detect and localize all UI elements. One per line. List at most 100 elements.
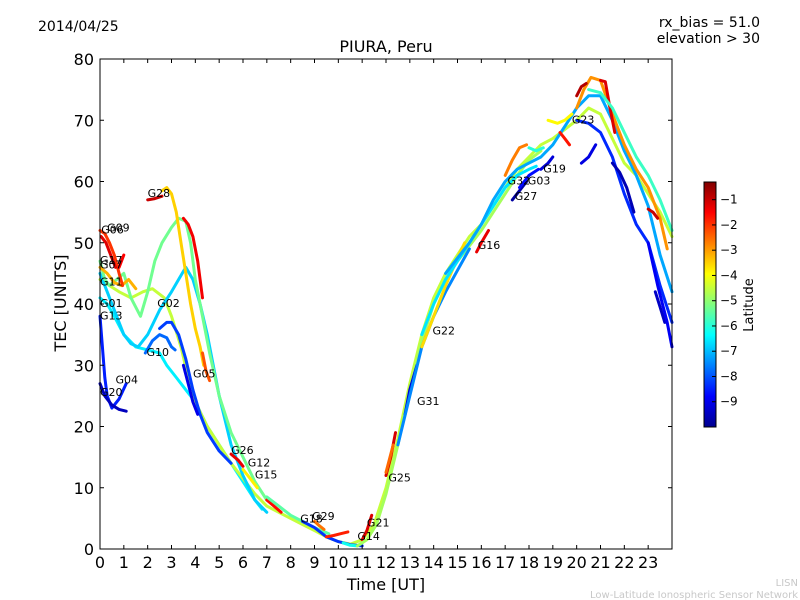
colorbar-tick-label: −5: [720, 294, 738, 308]
sat-label-g32: G32: [508, 175, 531, 188]
x-tick-label: 11: [352, 553, 372, 572]
colorbar-tick-label: −8: [720, 369, 738, 383]
sat-label-g05: G05: [193, 368, 216, 381]
colorbar-tick-label: −1: [720, 193, 738, 207]
sat-label-g23: G23: [572, 113, 595, 126]
footer-lisn: LISN: [776, 578, 798, 589]
sat-label-g15: G15: [255, 469, 278, 482]
series-line-28: [384, 443, 395, 474]
rx-bias-label: rx_bias = 51.0: [659, 15, 760, 31]
sat-label-g29: G29: [312, 510, 335, 523]
sat-label-g25: G25: [388, 472, 411, 485]
y-tick-label: 70: [74, 111, 94, 130]
colorbar-tick-label: −6: [720, 319, 738, 333]
series-line-49: [653, 290, 667, 324]
y-tick-label: 30: [74, 356, 94, 375]
sat-label-g17: G17: [100, 254, 123, 267]
sat-label-g28: G28: [148, 187, 171, 200]
series-line-0: [98, 296, 264, 511]
series-line-46: [599, 78, 617, 134]
colorbar-label: Latitude: [742, 278, 757, 332]
series-line-22: [313, 519, 326, 531]
series-line-45: [575, 82, 588, 98]
date-label: 2014/04/25: [38, 19, 119, 35]
colorbar-tick-label: −9: [720, 395, 738, 409]
sat-label-g12: G12: [248, 456, 271, 469]
y-tick-label: 80: [74, 50, 94, 69]
series-line-14: [143, 333, 177, 355]
sat-label-g04: G04: [115, 374, 138, 387]
x-tick-label: 4: [190, 553, 200, 572]
x-tick-label: 22: [614, 553, 634, 572]
colorbar-tick-label: −7: [720, 344, 738, 358]
x-tick-label: 0: [95, 553, 105, 572]
sat-label-g21: G21: [367, 516, 390, 529]
series-line-32: [475, 229, 490, 254]
x-tick-label: 17: [495, 553, 515, 572]
series-line-43: [575, 118, 674, 324]
sat-label-g01: G01: [100, 297, 123, 310]
x-tick-label: 9: [309, 553, 319, 572]
series-line-42: [579, 143, 598, 165]
y-axis-label: TEC [UNITS]: [51, 255, 70, 353]
series-line-23: [324, 530, 350, 539]
series-line-17: [229, 452, 245, 468]
series-line-13: [201, 351, 212, 383]
chart-title: PIURA, Peru: [339, 37, 432, 56]
series-line-15: [158, 320, 233, 465]
x-tick-label: 20: [566, 553, 586, 572]
x-tick-label: 15: [447, 553, 467, 572]
series-line-16: [181, 363, 200, 416]
x-tick-label: 8: [286, 553, 296, 572]
x-tick-label: 6: [238, 553, 248, 572]
x-axis: 0 1 2 3 4 5 6 7 8 9 10 11 12 13 14 15 16 17 18 19 20 21 22 23: [95, 59, 658, 572]
x-tick-label: 19: [543, 553, 563, 572]
series-line-38: [539, 155, 555, 171]
series-line-48: [610, 161, 636, 214]
x-tick-label: 5: [214, 553, 224, 572]
y-axis: 0 10 20 30 40 50 60 70 80: [74, 50, 672, 559]
sat-label-g07: G07: [100, 258, 123, 271]
series-line-47: [587, 88, 674, 232]
sat-label-g10: G10: [146, 346, 169, 359]
series-line-3: [98, 382, 128, 413]
sat-label-g09: G09: [107, 222, 130, 235]
series-line-36: [510, 180, 529, 202]
sat-label-g14: G14: [357, 530, 380, 543]
series-line-11: [160, 186, 206, 367]
series-line-35: [503, 143, 529, 177]
sat-label-g26: G26: [231, 444, 254, 457]
colorbar: −1 −2 −3 −4 −5 −6 −7 −8 −9 Latitude: [703, 181, 757, 428]
y-tick-label: 60: [74, 173, 94, 192]
series-line-9: [117, 253, 126, 269]
series-line-34: [444, 94, 674, 294]
series-line-19: [265, 498, 283, 514]
series-layer: [98, 75, 674, 548]
colorbar-tick-label: −4: [720, 268, 738, 282]
x-tick-label: 23: [638, 553, 658, 572]
footer-network: Low-Latitude Ionospheric Sensor Network: [590, 590, 798, 600]
colorbar-ticks: −1 −2 −3 −4 −5 −6 −7 −8 −9: [712, 193, 738, 409]
series-line-2: [98, 314, 128, 410]
series-line-37: [518, 167, 540, 190]
series-line-10: [146, 194, 164, 202]
sat-label-g06: G06: [101, 224, 124, 237]
series-line-12: [181, 216, 204, 300]
series-line-30: [396, 247, 471, 447]
x-tick-label: 7: [262, 553, 272, 572]
series-line-25: [360, 513, 374, 542]
elevation-label: elevation > 30: [657, 31, 760, 47]
sat-label-g18: G18: [300, 513, 323, 526]
series-line-41: [558, 131, 571, 147]
y-tick-label: 0: [84, 540, 94, 559]
series-line-40: [546, 112, 574, 125]
sat-label-g31: G31: [417, 395, 440, 408]
x-tick-label: 12: [376, 553, 396, 572]
sat-label-g11: G11: [100, 276, 123, 289]
y-tick-label: 50: [74, 234, 94, 253]
series-line-4: [98, 265, 269, 514]
sat-label-g19: G19: [543, 162, 566, 175]
series-line-39: [527, 146, 545, 153]
